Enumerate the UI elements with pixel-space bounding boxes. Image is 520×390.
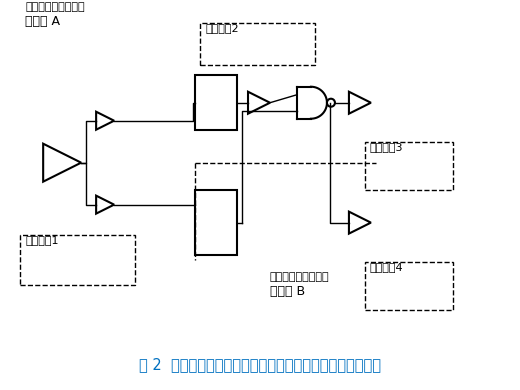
Text: 老化条件4: 老化条件4 — [370, 262, 404, 272]
Bar — [365, 262, 453, 310]
Text: 电压域 B: 电压域 B — [270, 285, 305, 298]
Text: 电压域 A: 电压域 A — [25, 15, 60, 28]
Bar — [365, 142, 453, 190]
Bar — [200, 23, 315, 65]
Text: 老化条件1: 老化条件1 — [25, 235, 59, 245]
Text: 图 2  同一个标准单元在不同路径不同深度有不同的老化条件: 图 2 同一个标准单元在不同路径不同深度有不同的老化条件 — [139, 358, 381, 372]
Text: （更高电压、温度）: （更高电压、温度） — [25, 2, 85, 12]
Bar — [195, 190, 237, 255]
Text: （更低电压、温度）: （更低电压、温度） — [270, 272, 330, 282]
Text: 老化条件3: 老化条件3 — [370, 142, 404, 152]
Bar — [195, 75, 237, 130]
Text: 老化条件2: 老化条件2 — [205, 23, 239, 33]
Bar — [20, 235, 135, 285]
